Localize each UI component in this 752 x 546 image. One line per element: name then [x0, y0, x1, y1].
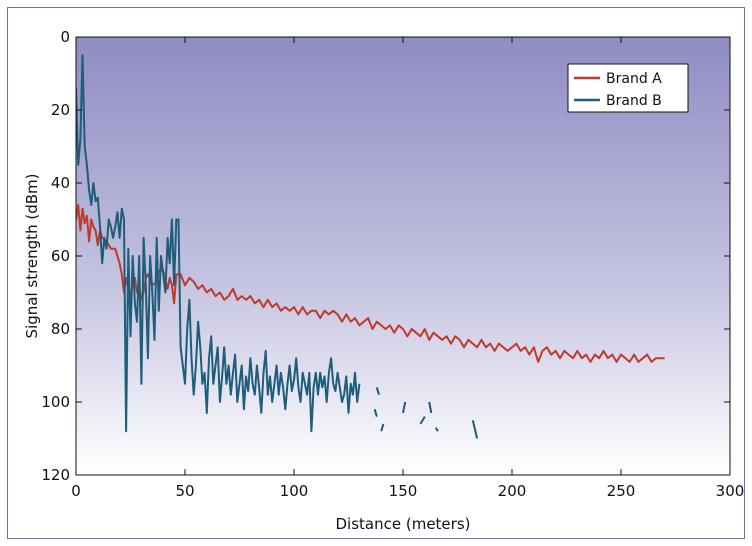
- series-fragment-brand-b: [434, 427, 439, 432]
- y-tick-label: 0: [60, 28, 70, 46]
- legend-box: [567, 63, 689, 113]
- x-tick-label: 150: [389, 482, 418, 500]
- y-tick-label: 20: [51, 101, 70, 119]
- x-tick-label: 300: [716, 482, 745, 500]
- y-tick-label: 80: [51, 320, 70, 338]
- series-line-brand-b: [76, 54, 361, 433]
- y-tick-label: 120: [41, 466, 70, 484]
- x-tick-label: 50: [175, 482, 194, 500]
- y-tick-label: 100: [41, 393, 70, 411]
- y-tick-label: 40: [51, 174, 70, 192]
- legend: Brand A Brand B: [567, 63, 689, 113]
- x-tick-label: 100: [280, 482, 309, 500]
- series-fragment-brand-b: [373, 409, 378, 417]
- series-fragment-brand-b: [471, 420, 479, 439]
- x-tick-label: 250: [607, 482, 636, 500]
- legend-label-brand-b: Brand B: [606, 93, 662, 109]
- ticks-layer: 0 50 100 150 200 250 300 0 20 40 60 80 100 120: [41, 28, 744, 500]
- chart-frame: [7, 7, 745, 539]
- series-fragment-brand-b: [419, 416, 426, 425]
- series-layer: [76, 54, 665, 439]
- series-fragment-brand-b: [380, 423, 385, 432]
- x-tick-label: 0: [71, 482, 81, 500]
- legend-label-brand-a: Brand A: [606, 71, 662, 87]
- y-tick-label: 60: [51, 247, 70, 265]
- series-fragment-brand-b: [402, 401, 407, 414]
- series-fragment-brand-b: [375, 387, 380, 395]
- series-fragment-brand-b: [428, 401, 433, 414]
- y-axis-title: Signal strength (dBm): [23, 174, 41, 339]
- x-tick-label: 200: [498, 482, 527, 500]
- x-axis-title: Distance (meters): [336, 515, 471, 533]
